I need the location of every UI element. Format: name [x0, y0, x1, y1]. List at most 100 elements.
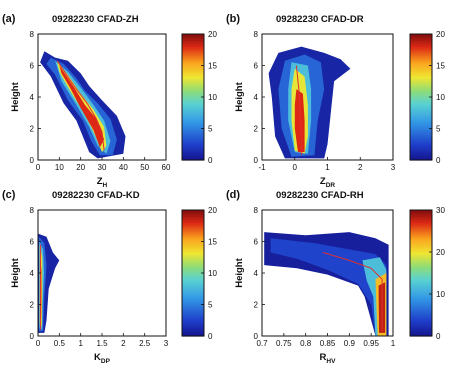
colorbar-segment-4-17	[410, 300, 432, 303]
colorbar-segment-1-46	[182, 63, 204, 67]
colorbar-segment-4-31	[410, 270, 432, 274]
colorbar-segment-1-35	[182, 86, 204, 90]
colorbar-segment-3-19	[182, 296, 204, 299]
colorbar-segment-3-41	[182, 249, 204, 253]
x-tick-label-4-5: 0.9	[344, 339, 356, 348]
colorbar-segment-4-39	[410, 254, 432, 257]
colorbar-segment-3-8	[182, 319, 204, 322]
colorbar-segment-2-59	[410, 36, 432, 39]
colorbar-segment-3-9	[182, 317, 204, 320]
colorbar-segment-1-5	[182, 149, 204, 153]
colorbar-segment-3-58	[182, 214, 204, 217]
colorbar-tick-label-2-1: 0	[436, 156, 441, 165]
colorbar-segment-1-44	[182, 67, 204, 71]
colorbar-segment-3-57	[182, 216, 204, 219]
contour-bands-1	[40, 51, 126, 159]
colorbar-segment-4-51	[410, 228, 432, 232]
colorbar-segment-1-41	[182, 73, 204, 77]
colorbar-segment-4-6	[410, 323, 432, 327]
panel-title-3: 09282230 CFAD-KD	[52, 190, 140, 201]
colorbar-segment-2-30	[410, 97, 432, 100]
colorbar-segment-4-1	[410, 333, 432, 337]
x-tick-label-1-3: 20	[76, 163, 85, 172]
colorbar-segment-2-38	[410, 80, 432, 83]
colorbar-segment-4-53	[410, 224, 432, 228]
panel-title-4: 09282230 CFAD-RH	[276, 190, 364, 201]
colorbar-segment-4-14	[410, 306, 432, 310]
colorbar-segment-2-11	[410, 136, 432, 140]
x-axis-label-4: RHV	[320, 352, 337, 365]
colorbar-segment-3-23	[182, 287, 204, 291]
x-axis-label-main-4: R	[320, 352, 327, 363]
colorbar-segment-2-5	[410, 149, 432, 153]
colorbar-segment-4-24	[410, 285, 432, 289]
colorbar-segment-1-37	[182, 82, 204, 85]
colorbar-segment-1-30	[182, 97, 204, 100]
y-tick-label-2-5: 8	[254, 30, 259, 39]
colorbar-segment-1-24	[182, 109, 204, 113]
colorbar-segment-3-49	[182, 233, 204, 236]
y-axis-label-4: Height	[234, 257, 245, 287]
x-axis-label-sub-2: DR	[326, 182, 336, 189]
colorbar-segment-1-14	[182, 130, 204, 134]
y-tick-label-1-5: 8	[30, 30, 35, 39]
colorbar-tick-label-3-1: 0	[208, 332, 213, 341]
colorbar-segment-4-54	[410, 222, 432, 226]
colorbar-segment-4-49	[410, 233, 432, 236]
colorbar-segment-4-47	[410, 237, 432, 240]
x-tick-label-2-5: 3	[391, 163, 396, 172]
colorbar-segment-2-37	[410, 82, 432, 85]
colorbar-segment-4-45	[410, 241, 432, 245]
x-tick-label-3-1: 0	[36, 339, 41, 348]
colorbar-segment-2-1	[410, 157, 432, 161]
colorbar-segment-4-29	[410, 275, 432, 278]
y-tick-label-4-3: 4	[254, 269, 259, 278]
colorbar-tick-label-2-3: 10	[436, 93, 445, 102]
x-axis-label-main-2: Z	[320, 176, 326, 187]
colorbar-tick-label-1-1: 0	[208, 156, 213, 165]
colorbar-segment-3-1	[182, 333, 204, 337]
colorbar-segment-1-13	[182, 132, 204, 136]
colorbar-segment-3-45	[182, 241, 204, 245]
colorbar-segment-3-26	[182, 281, 204, 285]
colorbar-segment-1-25	[182, 107, 204, 111]
contour-bands-2	[268, 46, 351, 159]
x-tick-label-2-2: 0	[293, 163, 298, 172]
colorbar-segment-3-10	[182, 315, 204, 318]
colorbar-segment-3-29	[182, 275, 204, 278]
colorbar-segment-4-36	[410, 260, 432, 264]
colorbar-segment-4-19	[410, 296, 432, 299]
colorbar-segment-4-52	[410, 226, 432, 230]
colorbar-tick-label-4-1: 0	[436, 332, 441, 341]
colorbar-segment-1-33	[182, 90, 204, 94]
colorbar-segment-1-38	[182, 80, 204, 83]
colorbar-segment-4-55	[410, 220, 432, 224]
x-tick-label-1-6: 50	[140, 163, 149, 172]
colorbar-segment-4-60	[410, 210, 432, 213]
colorbar-segment-1-6	[182, 147, 204, 151]
colorbar-segment-3-28	[182, 277, 204, 280]
colorbar-segment-2-47	[410, 61, 432, 64]
colorbar-segment-1-1	[182, 157, 204, 161]
colorbar-segment-4-43	[410, 245, 432, 249]
colorbar-segment-4-12	[410, 310, 432, 314]
x-axis-label-2: ZDR	[320, 176, 336, 189]
colorbar-segment-4-58	[410, 214, 432, 217]
colorbar-segment-4-27	[410, 279, 432, 282]
x-tick-label-3-6: 2.5	[139, 339, 151, 348]
colorbar-segment-4-21	[410, 291, 432, 295]
y-tick-label-1-1: 0	[30, 156, 35, 165]
y-tick-label-2-3: 4	[254, 93, 259, 102]
colorbar-segment-2-2	[410, 155, 432, 159]
x-tick-label-3-5: 2	[121, 339, 126, 348]
x-tick-label-4-2: 0.75	[276, 339, 292, 348]
colorbar-segment-3-24	[182, 285, 204, 289]
colorbar-segment-2-41	[410, 73, 432, 77]
x-tick-label-3-7: 3	[164, 339, 169, 348]
colorbar-segment-2-19	[410, 120, 432, 123]
contour-bands-4	[264, 232, 389, 336]
colorbar-3	[182, 210, 204, 337]
x-tick-label-2-3: 1	[325, 163, 330, 172]
colorbar-segment-3-33	[182, 266, 204, 270]
colorbar-segment-2-40	[410, 76, 432, 79]
